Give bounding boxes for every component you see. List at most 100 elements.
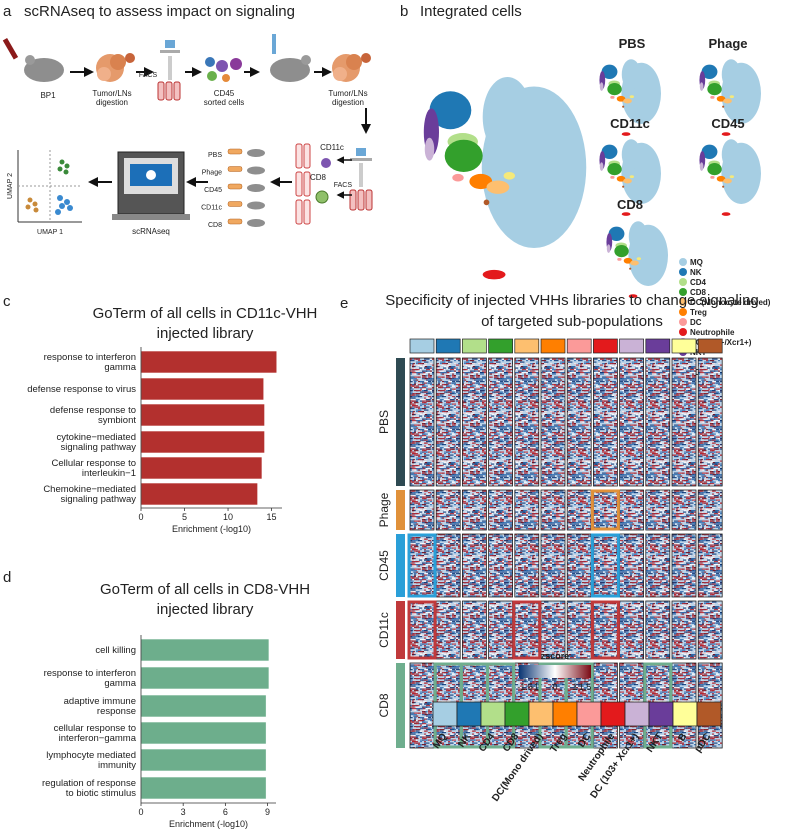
text-line: defense response to	[50, 405, 136, 416]
heatmap-block	[540, 600, 566, 660]
heatmap-block	[540, 533, 566, 598]
heatmap-block	[409, 533, 435, 598]
column-header	[593, 338, 618, 354]
colorbar-tick-label: -1	[531, 682, 539, 692]
x-tick-label: 15	[267, 512, 277, 522]
panel-letter: d	[3, 569, 11, 586]
mouse-icon	[247, 184, 265, 192]
text-line: cytokine−mediated	[57, 432, 136, 443]
text-line: Chemokine−mediated	[43, 484, 136, 495]
group-label: CD11c	[201, 205, 222, 212]
heatmap-block	[514, 600, 540, 660]
colorbar-title: zscore	[541, 651, 570, 661]
x-tick-label: 3	[181, 807, 186, 817]
heatmap-block	[435, 600, 461, 660]
legend-swatch	[480, 701, 506, 727]
heatmap-block	[461, 533, 487, 598]
heatmap-block	[697, 357, 723, 487]
panel-letter: a	[3, 3, 12, 20]
row-bar	[396, 358, 405, 486]
legend-swatch	[528, 701, 554, 727]
legend-label: DC	[690, 318, 702, 327]
text-line: signaling pathway	[60, 442, 136, 453]
tube-icon	[227, 183, 243, 190]
heatmap-block	[593, 533, 618, 598]
label: CD8	[310, 173, 327, 182]
row-bar	[396, 534, 405, 597]
umap-sketch	[17, 150, 82, 223]
x-tick-label: 9	[265, 807, 270, 817]
colorbar: zscore -1.5-1 0 1 1.5	[517, 651, 591, 692]
heatmap-block	[645, 357, 671, 487]
chart-title: GoTerm of all cells in CD8-VHH injected l…	[100, 581, 310, 618]
tube-icon	[227, 148, 243, 155]
heatmap-block	[593, 489, 618, 531]
group-label: Phage	[202, 170, 222, 177]
heatmap-block	[645, 489, 671, 531]
text-line: regulation of response	[42, 778, 136, 789]
heatmap-block	[461, 600, 487, 660]
heatmap-block	[697, 489, 723, 531]
sample-label: CD11c	[610, 116, 650, 131]
cell-icon	[321, 158, 331, 168]
mouse-icon	[270, 58, 310, 82]
heatmap-block	[645, 533, 671, 598]
text-line: response to interferon	[44, 352, 136, 363]
sample-label: Phage	[708, 36, 747, 51]
panel-title: Integrated cells	[420, 3, 522, 20]
heatmap-block	[488, 489, 514, 531]
text-line: lymphocyte mediated	[46, 750, 136, 761]
chart-title: GoTerm of all cells in CD11c-VHH injected…	[93, 305, 318, 342]
legend-label: Neutrophile	[690, 328, 735, 337]
bar	[140, 350, 278, 374]
label: Tumor/LNs digestion	[92, 89, 131, 107]
label: CD11c	[320, 143, 344, 152]
x-tick-label: 5	[182, 512, 187, 522]
heatmap-block	[697, 600, 723, 660]
sample-labels: PBS Phage CD11c CD45 CD8	[610, 36, 747, 212]
heatmap-block	[435, 533, 461, 598]
axis-label: UMAP 1	[37, 229, 63, 236]
panel-e: e Specificity of injected VHHs libraries…	[340, 292, 759, 804]
text-line: CD45	[214, 89, 235, 98]
label: FACS	[334, 182, 353, 189]
legend-swatch	[679, 278, 687, 286]
row-bar	[396, 601, 405, 659]
category-label: defense response to symbiont	[50, 405, 136, 426]
text-line: digestion	[96, 98, 128, 107]
bar	[140, 456, 263, 480]
x-axis-label: Enrichment (-log10)	[169, 819, 248, 829]
row-label: CD11c	[377, 612, 391, 648]
x-axis-label: Enrichment (-log10)	[172, 524, 251, 534]
category-label: cellular response to interferon−gamma	[54, 723, 137, 744]
heatmap-block	[697, 533, 723, 598]
text-line: response	[97, 706, 136, 717]
heatmap-block	[514, 489, 540, 531]
heatmap-block	[671, 600, 697, 660]
bar	[140, 403, 265, 427]
syringe-icon	[272, 34, 276, 54]
row-label: PBS	[377, 410, 391, 434]
text-line: signaling pathway	[60, 494, 136, 505]
heatmap-block	[435, 357, 461, 487]
category-label: Chemokine−mediated signaling pathway	[43, 484, 136, 505]
heatmap-block	[566, 533, 592, 598]
text-line: cellular response to	[54, 723, 136, 734]
heatmap-block	[409, 357, 435, 487]
axis-label: UMAP 2	[7, 173, 14, 199]
mouse-icon	[24, 58, 64, 82]
heatmap-block	[514, 533, 540, 598]
label: FACS	[139, 72, 158, 79]
text-line: Specificity of injected VHHs libraries t…	[385, 292, 759, 309]
mouse-ear	[25, 55, 35, 65]
column-header	[488, 338, 513, 354]
column-header	[645, 338, 671, 354]
text-line: injected library	[157, 601, 254, 618]
label: Tumor/LNs digestion	[328, 89, 367, 107]
text-line: symbiont	[98, 415, 136, 426]
legend-swatch	[679, 318, 687, 326]
umap-sample	[699, 139, 761, 216]
text-line: interferon−gamma	[59, 733, 137, 744]
sample-label: CD45	[711, 116, 744, 131]
